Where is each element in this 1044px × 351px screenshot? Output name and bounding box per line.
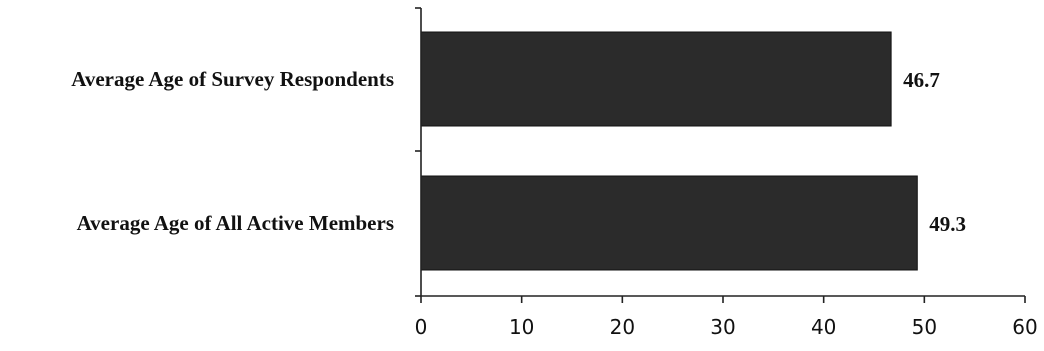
category-label: Average Age of Survey Respondents <box>71 67 394 91</box>
x-tick-label: 50 <box>912 315 937 339</box>
x-tick-label: 60 <box>1012 315 1037 339</box>
labels-layer: Average Age of Survey Respondents 46.7 Ave… <box>71 67 1037 339</box>
x-tick-label: 0 <box>415 315 428 339</box>
data-label: 49.3 <box>929 212 966 236</box>
x-tick-label: 20 <box>610 315 635 339</box>
category-label: Average Age of All Active Members <box>77 211 394 235</box>
axes-layer <box>415 7 1026 303</box>
bar <box>420 175 918 271</box>
data-label: 46.7 <box>903 68 940 92</box>
x-tick-label: 10 <box>509 315 534 339</box>
bars-layer <box>420 31 918 271</box>
x-tick-label: 30 <box>710 315 735 339</box>
x-tick-label: 40 <box>811 315 836 339</box>
bar <box>420 31 892 127</box>
